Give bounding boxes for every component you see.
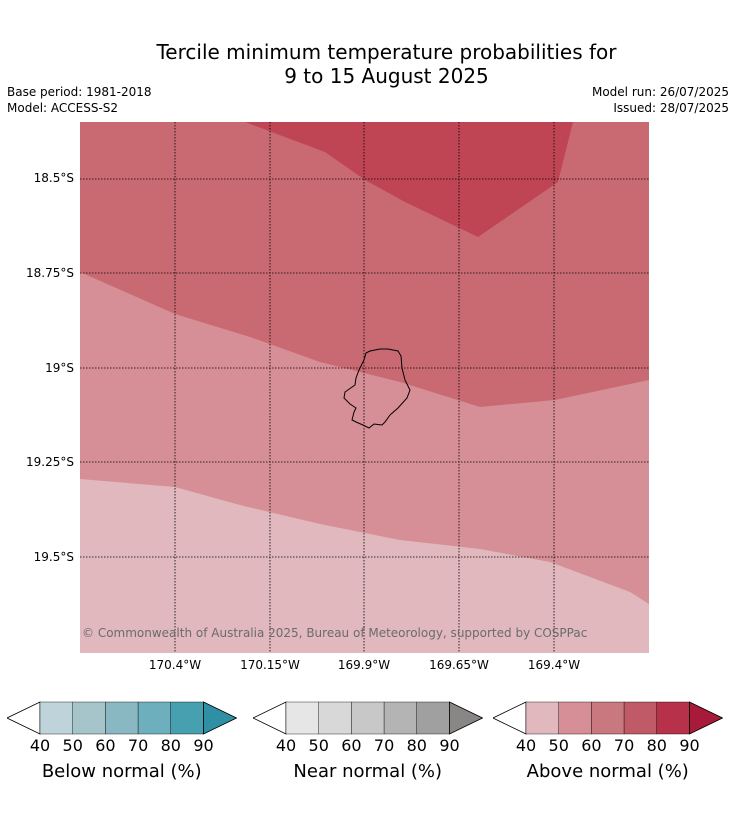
lat-label: 19°S [45,361,74,375]
near-colorbar-segment [416,701,450,735]
colorbar-tick-label: 60 [95,736,116,755]
colorbar-tick-label: 80 [646,736,667,755]
colorbar-tick-label: 70 [127,736,149,755]
above-colorbar-segment [623,701,658,735]
lat-label: 19.5°S [33,550,74,564]
above-colorbar-title: Above normal (%) [526,761,689,782]
below-colorbar-title: Below normal (%) [41,761,202,782]
lon-label: 169.65°W [429,658,489,672]
colorbar-tick-label: 40 [275,736,297,755]
island-outline [343,348,411,429]
probability-map [80,122,649,653]
above-colorbar-high-extend [689,701,723,735]
colorbar-tick-label: 60 [341,736,362,755]
near-colorbar [253,701,483,735]
below-colorbar-high-extend [203,701,237,735]
above-colorbar-segment [558,701,592,735]
meta-left: Base period: 1981-2018 Model: ACCESS-S2 [7,84,152,116]
model-name: Model: ACCESS-S2 [7,101,119,115]
near-colorbar-segment [318,701,352,735]
colorbar-tick-label: 90 [679,736,700,755]
near-colorbar-segment [351,701,385,735]
lon-label: 169.4°W [527,658,581,672]
colorbar-tick-label: 50 [548,736,569,755]
near-colorbar-segment [383,701,418,735]
near-colorbar-low-extend [253,701,287,735]
near-colorbar-segment [285,701,319,735]
title-line-1: Tercile minimum temperature probabilitie… [156,40,617,64]
lat-label: 18.5°S [33,171,74,185]
copyright-notice: © Commonwealth of Australia 2025, Bureau… [82,626,588,640]
meta-right: Model run: 26/07/2025 Issued: 28/07/2025 [592,84,729,116]
map-title: Tercile minimum temperature probabilitie… [0,40,736,88]
above-colorbar-segment [656,701,690,735]
below-colorbar [7,701,237,735]
above-colorbar [493,701,723,735]
colorbar-tick-label: 40 [515,736,537,755]
colorbar-tick-label: 80 [406,736,427,755]
colorbar-tick-label: 40 [29,736,51,755]
colorbar-tick-label: 70 [373,736,395,755]
colorbar-tick-label: 50 [308,736,329,755]
below-colorbar-segment [137,701,172,735]
above-colorbar-segment [591,701,625,735]
near-colorbar-title: Near normal (%) [293,761,443,782]
lon-label: 170.15°W [240,658,300,672]
lon-label: 169.9°W [337,658,391,672]
title-line-2: 9 to 15 August 2025 [284,64,489,88]
colorbar-tick-label: 70 [613,736,635,755]
colorbar-tick-label: 80 [160,736,181,755]
below-colorbar-segment [170,701,204,735]
below-colorbar-segment [105,701,139,735]
below-colorbar-segment [39,701,73,735]
graticule [80,122,649,653]
lat-label: 19.25°S [26,455,74,469]
colorbar-tick-label: 50 [62,736,83,755]
lat-label: 18.75°S [26,266,74,280]
below-colorbar-low-extend [7,701,41,735]
issued-date: Issued: 28/07/2025 [613,101,729,115]
below-colorbar-segment [72,701,106,735]
zone-above-70-80 [245,122,573,237]
near-colorbar-high-extend [449,701,483,735]
colorbar-tick-label: 60 [581,736,602,755]
lon-label: 170.4°W [148,658,202,672]
model-run: Model run: 26/07/2025 [591,85,729,99]
above-colorbar-low-extend [493,701,527,735]
base-period: Base period: 1981-2018 [7,85,152,99]
colorbar-tick-label: 90 [439,736,460,755]
colorbar-tick-label: 90 [193,736,214,755]
above-colorbar-segment [525,701,559,735]
